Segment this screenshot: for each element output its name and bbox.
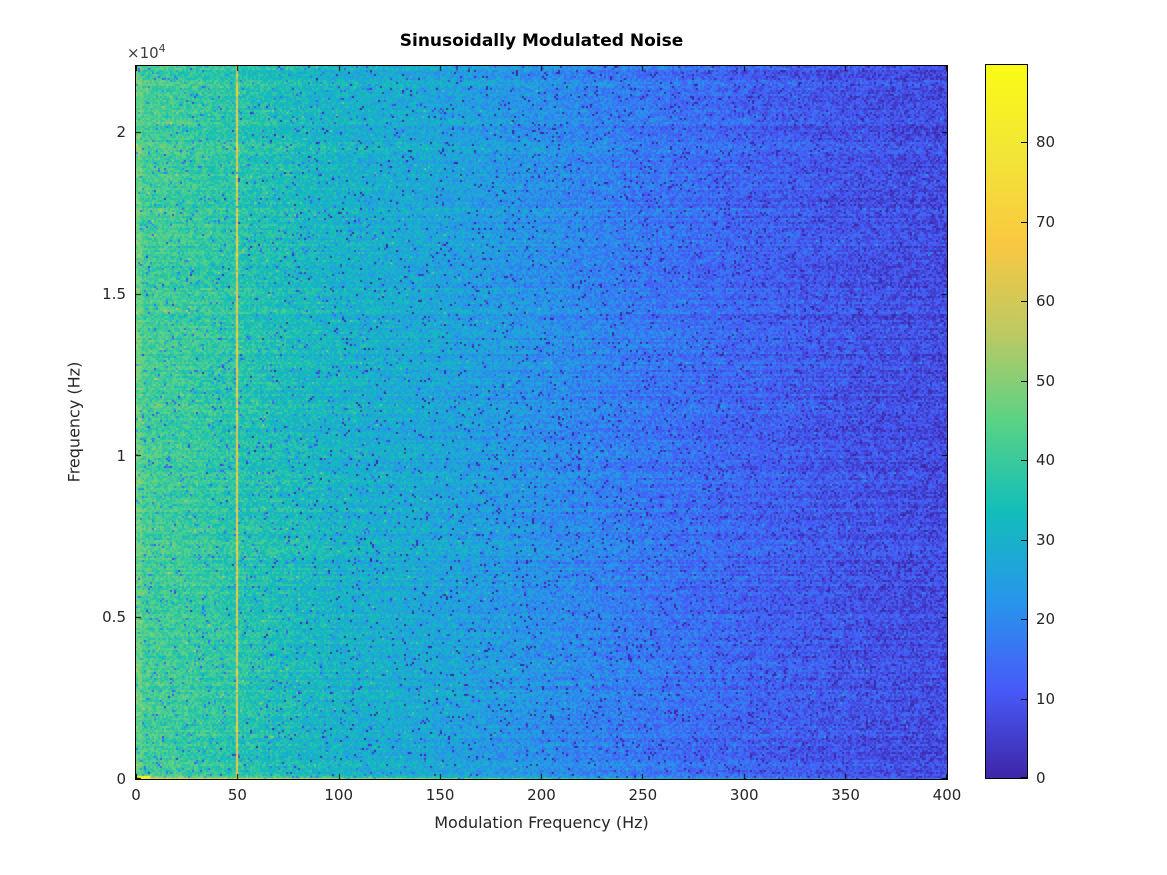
colorbar-tick-mark	[1021, 301, 1027, 302]
colorbar-tick-mark	[1021, 619, 1027, 620]
x-tick-label: 50	[227, 786, 247, 804]
colorbar-tick-mark	[1021, 777, 1027, 778]
x-tick-label: 350	[831, 786, 860, 804]
y-axis-label: Frequency (Hz)	[64, 361, 84, 483]
y-tick-label: 0.5	[102, 608, 126, 627]
y-tick-label: 1	[116, 446, 126, 465]
x-tick-label: 200	[527, 786, 556, 804]
plot-frame	[135, 65, 948, 780]
colorbar-tick-label: 60	[1036, 292, 1056, 311]
x-tick-label: 250	[628, 786, 658, 804]
colorbar-tick-label: 10	[1036, 689, 1056, 708]
colorbar-tick-label: 0	[1036, 769, 1046, 787]
colorbar-tick-label: 80	[1036, 133, 1056, 152]
y-tick-label: 1.5	[102, 284, 126, 303]
x-tick-label: 100	[324, 786, 354, 804]
colorbar-tick-label: 40	[1036, 451, 1056, 470]
x-axis-label: Modulation Frequency (Hz)	[434, 813, 649, 832]
heatmap-canvas	[136, 66, 947, 779]
x-tick-label: 300	[729, 786, 759, 804]
x-tick-label: 400	[932, 786, 962, 804]
colorbar-tick-mark	[1021, 699, 1027, 700]
colorbar-tick-label: 20	[1036, 610, 1056, 629]
y-axis-exponent-power: 4	[158, 42, 166, 55]
y-axis-exponent-base: ×10	[127, 44, 159, 62]
chart-title: Sinusoidally Modulated Noise	[399, 31, 684, 51]
colorbar-tick-mark	[1021, 540, 1027, 541]
colorbar-tick-mark	[1021, 222, 1027, 223]
colorbar-tick-mark	[1021, 460, 1027, 461]
x-tick-label: 0	[131, 786, 141, 804]
y-tick-label: 2	[116, 123, 126, 142]
colorbar-tick-mark	[1021, 142, 1027, 143]
colorbar-tick-mark	[1021, 381, 1027, 382]
colorbar-tick-label: 70	[1036, 212, 1056, 231]
x-tick-label: 150	[425, 786, 455, 804]
colorbar-tick-label: 50	[1036, 371, 1056, 390]
y-tick-label: 0	[116, 770, 126, 788]
y-axis-exponent-label: ×104	[127, 42, 166, 62]
colorbar-tick-label: 30	[1036, 530, 1056, 549]
colorbar	[985, 64, 1028, 779]
